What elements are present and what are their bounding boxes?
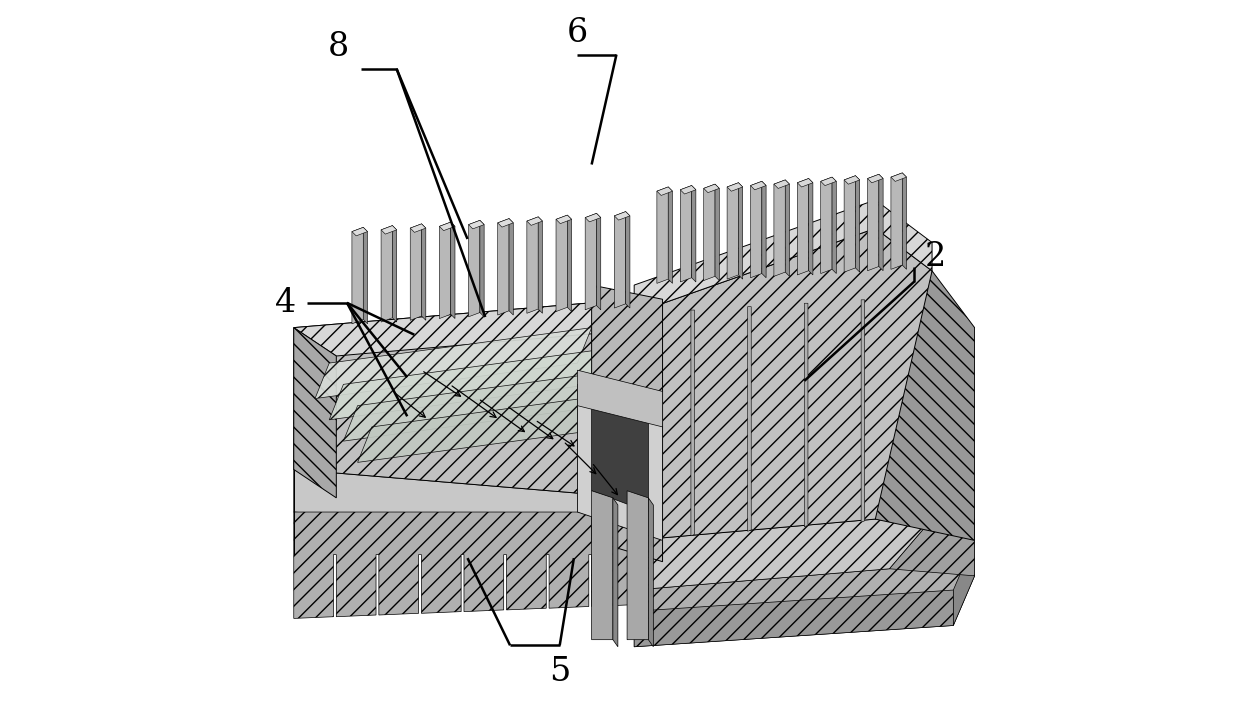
- Polygon shape: [844, 176, 859, 184]
- Polygon shape: [527, 217, 538, 313]
- Polygon shape: [614, 211, 626, 308]
- Polygon shape: [634, 476, 932, 590]
- Polygon shape: [750, 182, 761, 278]
- Polygon shape: [844, 176, 856, 272]
- Polygon shape: [410, 224, 422, 320]
- Polygon shape: [668, 187, 672, 283]
- Polygon shape: [578, 384, 662, 540]
- Polygon shape: [294, 299, 634, 498]
- Polygon shape: [627, 491, 649, 639]
- Polygon shape: [568, 215, 572, 312]
- Polygon shape: [585, 214, 600, 222]
- Polygon shape: [450, 222, 455, 318]
- Polygon shape: [797, 179, 813, 187]
- Polygon shape: [352, 227, 367, 236]
- Polygon shape: [497, 219, 510, 315]
- Polygon shape: [715, 184, 719, 281]
- Polygon shape: [538, 217, 542, 313]
- Polygon shape: [774, 180, 790, 189]
- Polygon shape: [750, 182, 766, 190]
- Polygon shape: [634, 229, 932, 540]
- Polygon shape: [856, 176, 859, 272]
- Polygon shape: [315, 328, 591, 399]
- Polygon shape: [343, 370, 620, 441]
- Polygon shape: [578, 370, 662, 427]
- Text: 8: 8: [327, 31, 350, 63]
- Polygon shape: [634, 200, 932, 313]
- Polygon shape: [363, 227, 367, 324]
- Polygon shape: [626, 211, 630, 308]
- Polygon shape: [469, 220, 480, 317]
- Polygon shape: [294, 299, 662, 356]
- Polygon shape: [480, 220, 484, 317]
- Text: 5: 5: [549, 656, 570, 688]
- Polygon shape: [634, 590, 954, 646]
- Polygon shape: [797, 179, 808, 275]
- Polygon shape: [805, 303, 808, 527]
- Polygon shape: [613, 498, 618, 646]
- Polygon shape: [614, 211, 630, 220]
- Polygon shape: [439, 222, 450, 318]
- Polygon shape: [691, 310, 694, 536]
- Polygon shape: [879, 174, 883, 271]
- Polygon shape: [703, 184, 715, 281]
- Polygon shape: [556, 215, 572, 224]
- Polygon shape: [890, 173, 903, 269]
- Polygon shape: [832, 177, 836, 273]
- Polygon shape: [727, 183, 739, 279]
- Polygon shape: [556, 215, 568, 312]
- Polygon shape: [692, 186, 696, 282]
- Polygon shape: [890, 173, 906, 182]
- Polygon shape: [954, 540, 975, 626]
- Polygon shape: [439, 222, 455, 231]
- Text: 2: 2: [925, 241, 946, 273]
- Polygon shape: [868, 174, 879, 271]
- Polygon shape: [649, 498, 653, 646]
- Polygon shape: [469, 220, 484, 229]
- Polygon shape: [681, 186, 692, 282]
- Polygon shape: [591, 491, 613, 639]
- Polygon shape: [703, 184, 719, 193]
- Polygon shape: [634, 519, 975, 646]
- Polygon shape: [861, 300, 864, 522]
- Polygon shape: [357, 392, 634, 462]
- Polygon shape: [392, 226, 397, 322]
- Polygon shape: [497, 219, 513, 227]
- Polygon shape: [889, 519, 975, 576]
- Polygon shape: [410, 224, 425, 232]
- Polygon shape: [294, 512, 634, 619]
- Polygon shape: [821, 177, 832, 273]
- Polygon shape: [821, 177, 836, 186]
- Polygon shape: [868, 174, 883, 183]
- Polygon shape: [381, 226, 397, 234]
- Polygon shape: [294, 469, 634, 540]
- Polygon shape: [761, 182, 766, 278]
- Polygon shape: [727, 183, 743, 192]
- Polygon shape: [808, 179, 813, 275]
- Polygon shape: [657, 187, 668, 283]
- Text: 4: 4: [275, 287, 296, 319]
- Polygon shape: [381, 226, 392, 322]
- Polygon shape: [585, 214, 596, 310]
- Text: 6: 6: [567, 17, 588, 49]
- Polygon shape: [903, 173, 906, 269]
- Polygon shape: [527, 217, 542, 226]
- Polygon shape: [657, 187, 672, 195]
- Polygon shape: [294, 328, 336, 498]
- Polygon shape: [774, 180, 785, 276]
- Polygon shape: [596, 214, 600, 310]
- Polygon shape: [739, 183, 743, 279]
- Polygon shape: [591, 285, 662, 562]
- Polygon shape: [681, 186, 696, 194]
- Polygon shape: [510, 219, 513, 315]
- Polygon shape: [875, 271, 975, 540]
- Polygon shape: [329, 349, 606, 420]
- Polygon shape: [591, 392, 649, 512]
- Polygon shape: [785, 180, 790, 276]
- Polygon shape: [748, 307, 751, 531]
- Polygon shape: [352, 227, 363, 324]
- Polygon shape: [422, 224, 425, 320]
